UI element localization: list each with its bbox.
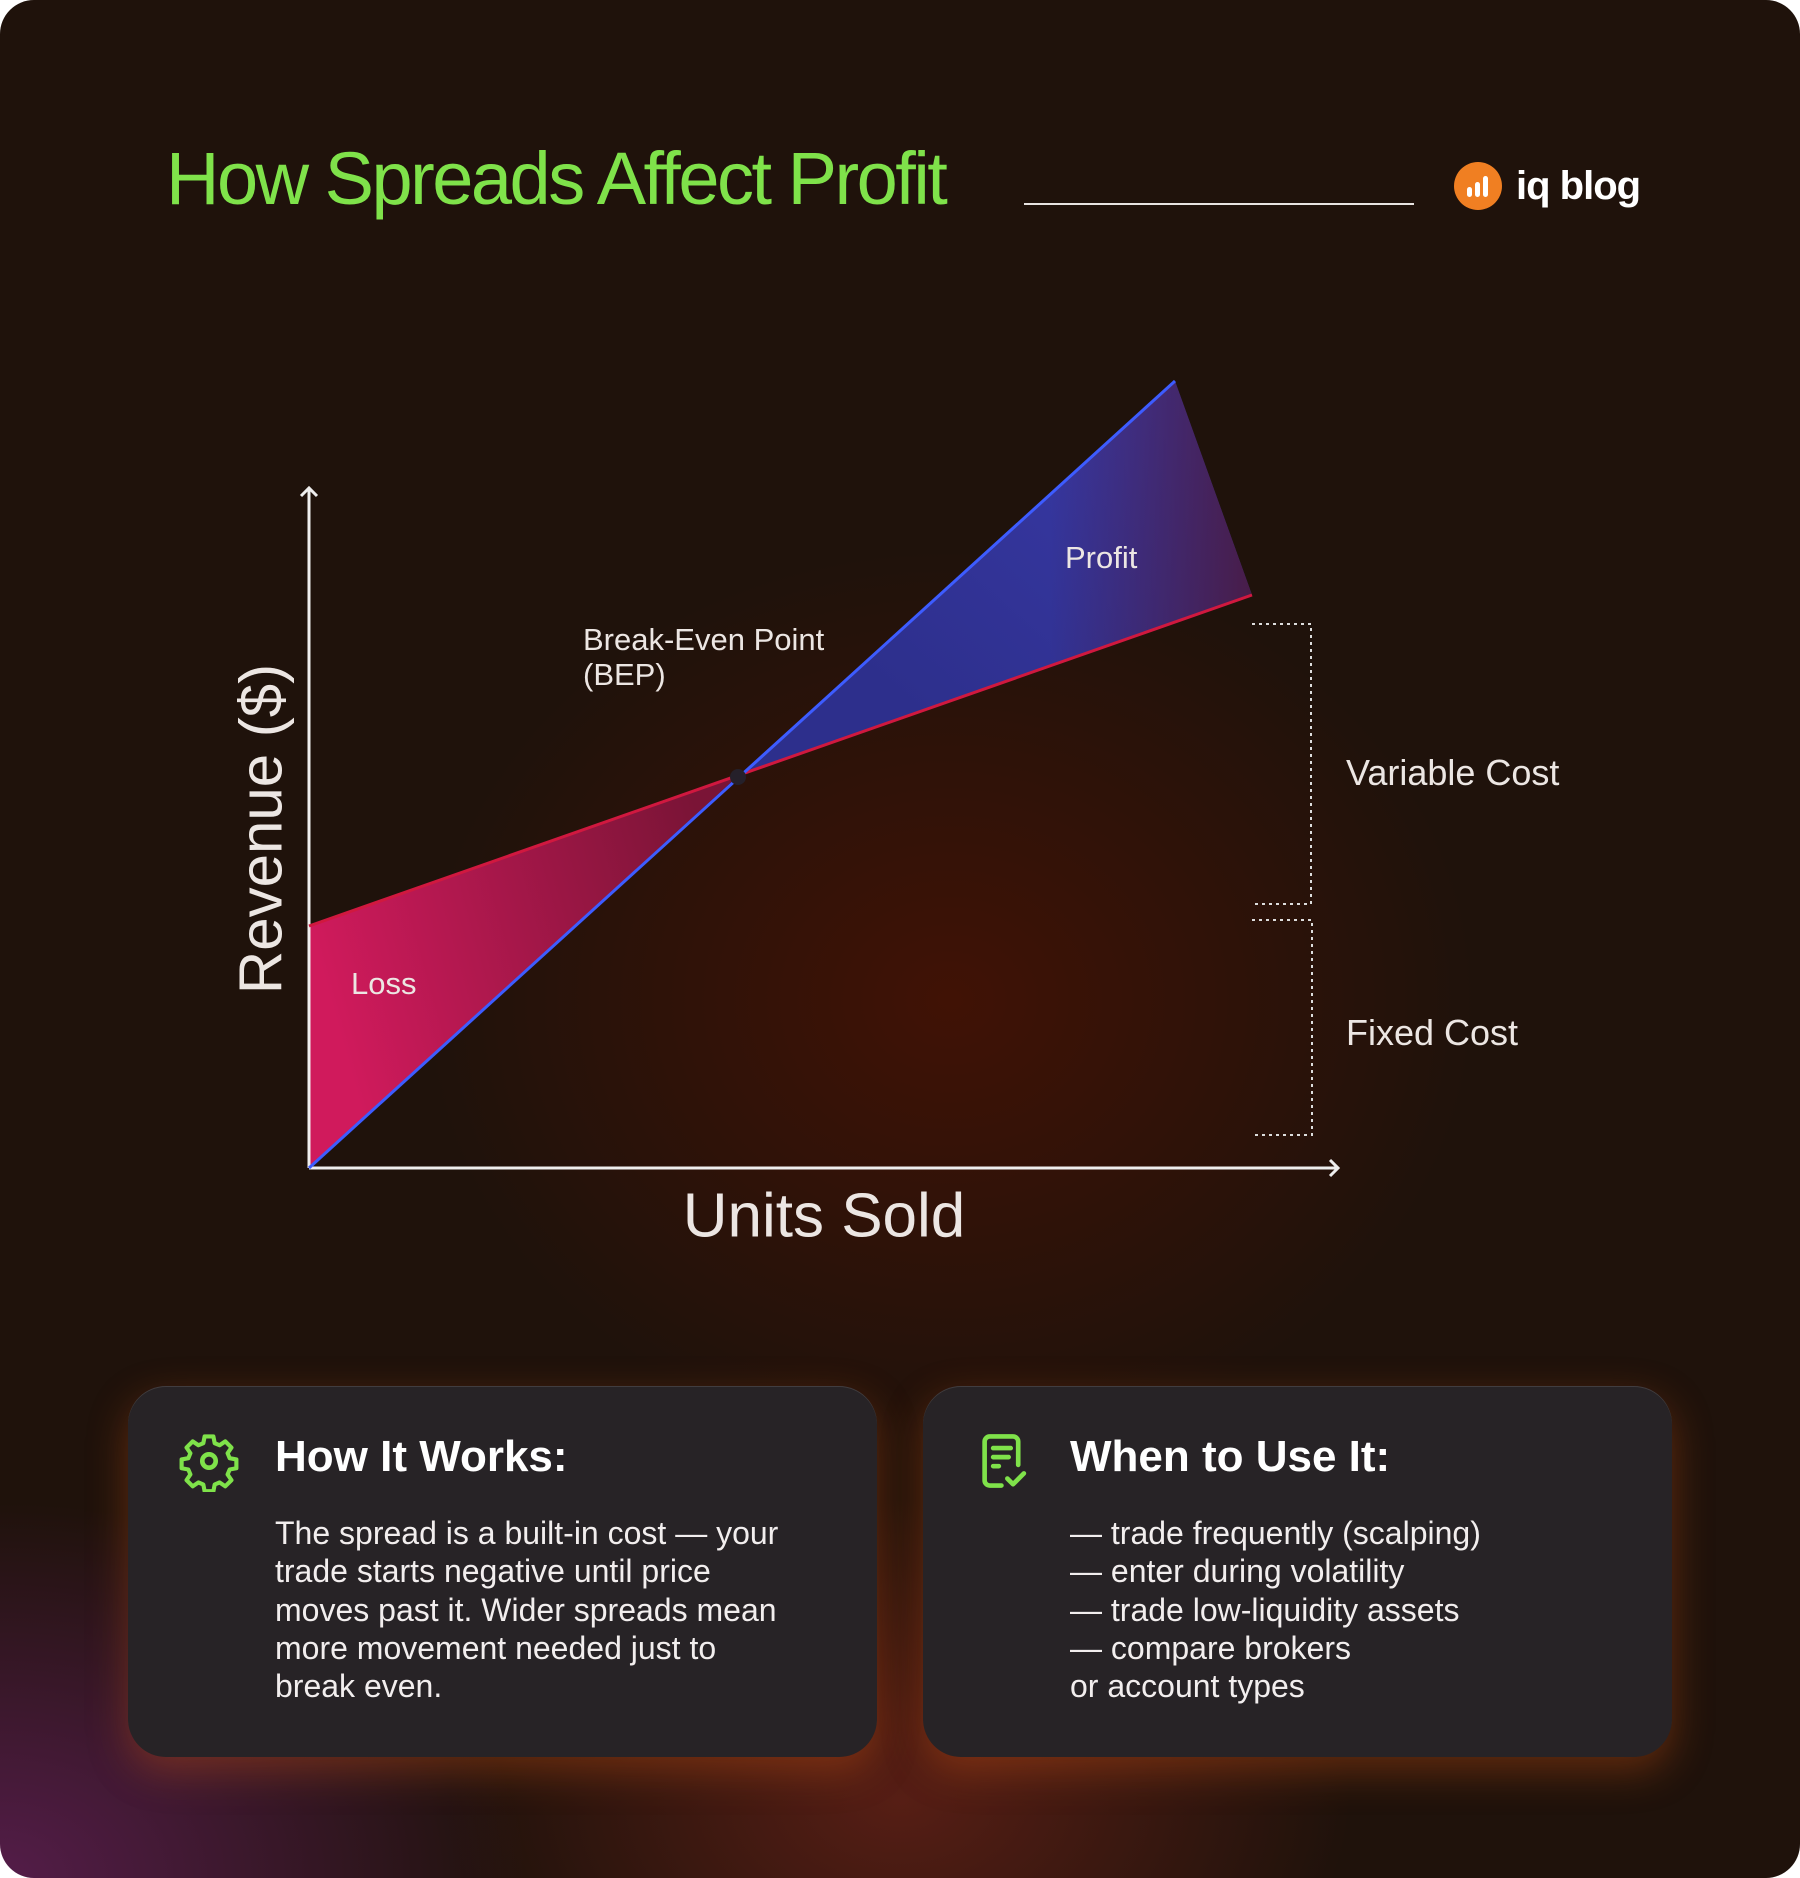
- gear-icon: [179, 1434, 239, 1492]
- logo-text: iq blog: [1516, 163, 1641, 208]
- profit-region-shade: [739, 381, 1252, 775]
- card-line: — trade frequently (scalping): [1070, 1515, 1481, 1551]
- break-even-point-marker: [730, 769, 746, 785]
- variable-cost-label: Variable Cost: [1346, 752, 1560, 793]
- x-axis-label: Units Sold: [682, 1181, 966, 1251]
- card-body: — trade frequently (scalping) — enter du…: [1070, 1514, 1481, 1705]
- bar-chart-icon: [1454, 162, 1502, 210]
- card-line: break even.: [275, 1668, 443, 1705]
- page-title: How Spreads Affect Profit: [166, 137, 948, 220]
- card-line: — compare brokers: [1070, 1629, 1351, 1666]
- fixed-cost-label: Fixed Cost: [1346, 1012, 1519, 1053]
- how-it-works-card: How It Works: The spread is a built-in c…: [128, 1386, 877, 1757]
- card-title: How It Works:: [275, 1432, 568, 1481]
- variable-cost-bracket: [1252, 623, 1312, 905]
- bep-label-line: Break-Even Point: [583, 622, 825, 657]
- profit-label: Profit: [1065, 540, 1138, 575]
- card-line: moves past it. Wider spreads mean: [275, 1591, 777, 1628]
- card-line: or account types: [1070, 1668, 1305, 1705]
- card-body: The spread is a built-in cost — your tra…: [275, 1514, 778, 1705]
- card-line: more movement needed just to: [275, 1629, 717, 1666]
- cost-line: [308, 593, 1253, 928]
- bep-label-line: (BEP): [583, 657, 666, 692]
- loss-label: Loss: [351, 966, 417, 1001]
- when-to-use-card: When to Use It: — trade frequently (scal…: [923, 1386, 1672, 1757]
- card-title: When to Use It:: [1070, 1432, 1391, 1481]
- card-line: — trade low-liquidity assets: [1070, 1591, 1460, 1628]
- fixed-cost-bracket: [1252, 919, 1313, 1136]
- bep-label: Break-Even Point (BEP): [583, 622, 824, 692]
- card-line: The spread is a built-in cost — your: [275, 1515, 779, 1551]
- y-axis-label: Revenue ($): [227, 663, 295, 995]
- card-line: trade starts negative until price: [275, 1553, 711, 1590]
- checklist-icon: [982, 1434, 1027, 1488]
- card-line: — enter during volatility: [1070, 1553, 1405, 1590]
- title-divider: [1024, 203, 1414, 205]
- logo: iq blog: [1454, 162, 1641, 210]
